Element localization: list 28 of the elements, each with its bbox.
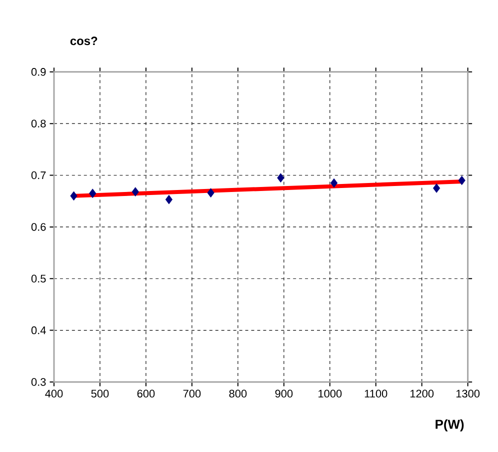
y-tick-label: 0.5 [31, 274, 46, 282]
x-axis-title: P(W) [436, 419, 464, 432]
point [277, 173, 284, 183]
y-tick-label: 0.8 [31, 120, 46, 128]
y-axis-title: cos? [70, 36, 98, 46]
x-tick-label: 500 [91, 390, 109, 398]
x-tick-label: 1300 [456, 390, 480, 398]
point [165, 194, 173, 204]
y-tick-label: 0.9 [31, 68, 46, 76]
x-tick-label: 1200 [410, 390, 434, 398]
point [70, 191, 78, 201]
y-tick-label: 0.7 [31, 171, 46, 180]
y-tick-label: 0.6 [31, 223, 46, 231]
point [207, 188, 214, 198]
x-tick-label: 1100 [364, 390, 388, 398]
x-tick-label: 700 [183, 390, 201, 398]
point [132, 187, 139, 196]
x-tick-label: 400 [45, 390, 63, 398]
y-tick-label: 0.4 [31, 326, 46, 334]
point [458, 176, 466, 186]
y-tick-label: 0.3 [31, 378, 46, 386]
x-tick-label: 600 [137, 390, 155, 398]
x-tick-label: 800 [229, 390, 247, 398]
point [330, 178, 338, 188]
point [432, 184, 440, 193]
point [89, 188, 96, 198]
x-tick-label: 1000 [318, 390, 342, 398]
x-tick-label: 900 [275, 390, 293, 398]
